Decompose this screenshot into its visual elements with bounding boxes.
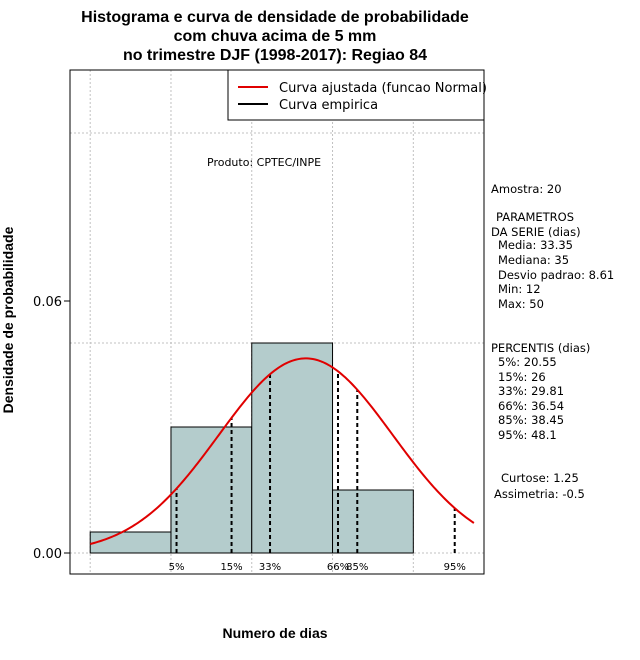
percentile-labels: 5% 15% 33% 66%85% 95% — [169, 562, 466, 573]
chart-title-line-1: Histograma e curva de densidade de proba… — [81, 9, 469, 26]
pct-33: 33%: 29.81 — [498, 384, 564, 398]
product-note: Produto: CPTEC/INPE — [207, 156, 321, 169]
sample-size: Amostra: 20 — [491, 182, 562, 196]
percentile-label-2: 33% — [259, 562, 281, 573]
percentile-label-3: 66% — [327, 562, 349, 573]
histogram-bar-0 — [89, 531, 172, 554]
percentile-label-1: 15% — [220, 562, 242, 573]
statistics-panel: Amostra: 20 PARAMETROS DA SERIE (dias) M… — [491, 182, 614, 501]
skewness: Assimetria: -0.5 — [494, 487, 585, 501]
fitted-curve-layer — [89, 357, 475, 545]
stat-max: Max: 50 — [498, 297, 544, 311]
y-axis-ticks: 0.00 0.06 — [33, 295, 70, 562]
percentile-lines — [175, 371, 456, 553]
y-tick-label-0: 0.00 — [33, 547, 62, 562]
stat-sd: Desvio padrao: 8.61 — [498, 268, 614, 282]
percentile-label-0: 5% — [169, 562, 185, 573]
legend-fitted-label: Curva ajustada (funcao Normal) — [279, 81, 487, 96]
pct-85: 85%: 38.45 — [498, 413, 564, 427]
pct-15: 15%: 26 — [498, 370, 546, 384]
x-axis-label: Numero de dias — [222, 625, 327, 641]
stat-median: Mediana: 35 — [498, 253, 569, 267]
legend: Curva ajustada (funcao Normal) Curva emp… — [227, 69, 487, 121]
pct-66: 66%: 36.54 — [498, 399, 564, 413]
params-heading: PARAMETROS — [496, 210, 574, 224]
percentis-heading: PERCENTIS (dias) — [491, 341, 590, 355]
percentile-label-4: 85% — [346, 562, 368, 573]
pct-95: 95%: 48.1 — [498, 428, 557, 442]
y-axis-label: Densidade de probabilidade — [0, 226, 16, 413]
histogram-bars — [89, 342, 414, 554]
y-tick-label-1: 0.06 — [33, 295, 62, 310]
legend-empirical-label: Curva empirica — [279, 98, 378, 113]
stat-min: Min: 12 — [498, 282, 541, 296]
chart-title-line-3: no trimestre DJF (1998-2017): Regiao 84 — [123, 47, 427, 64]
fitted-normal-curve — [89, 357, 475, 545]
stat-mean: Media: 33.35 — [498, 238, 573, 252]
chart-title-line-2: com chuva acima de 5 mm — [174, 28, 377, 45]
percentile-label-5: 95% — [444, 562, 466, 573]
histogram-bar-2 — [251, 342, 334, 554]
kurtosis: Curtose: 1.25 — [501, 471, 579, 485]
params-subheading: DA SERIE (dias) — [491, 225, 581, 239]
legend-box — [227, 69, 485, 121]
histogram-bar-3 — [332, 489, 414, 554]
pct-5: 5%: 20.55 — [498, 355, 557, 369]
